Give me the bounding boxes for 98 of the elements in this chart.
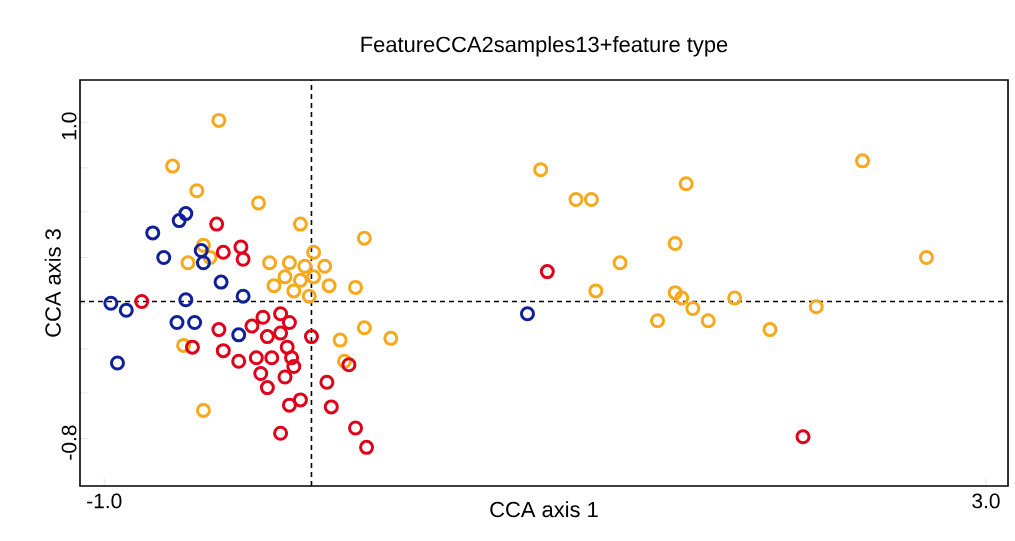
point: [264, 350, 280, 366]
point: [259, 380, 275, 396]
point: [539, 264, 555, 280]
point: [383, 330, 399, 346]
point: [279, 339, 295, 355]
point: [165, 158, 181, 174]
point: [235, 288, 251, 304]
point: [667, 235, 683, 251]
point: [685, 300, 701, 316]
point: [244, 318, 260, 334]
y-axis-title: CCA axis 3: [44, 229, 61, 337]
point: [156, 250, 172, 266]
y-tick-label: -0.8: [61, 425, 77, 460]
point: [292, 272, 308, 288]
point: [231, 353, 247, 369]
point: [178, 206, 194, 222]
point: [215, 244, 231, 260]
point: [171, 213, 187, 229]
point: [808, 299, 824, 315]
point: [248, 350, 264, 366]
point: [359, 439, 375, 455]
point: [292, 392, 308, 408]
point: [303, 329, 319, 345]
point: [795, 429, 811, 445]
point: [348, 279, 364, 295]
point: [674, 290, 690, 306]
point: [259, 329, 275, 345]
point: [727, 290, 743, 306]
point: [281, 397, 297, 413]
point: [195, 402, 211, 418]
point: [533, 162, 549, 178]
point: [667, 285, 683, 301]
point: [262, 255, 278, 271]
point: [277, 369, 293, 385]
point: [286, 283, 302, 299]
point: [253, 366, 269, 382]
point: [184, 339, 200, 355]
point: [187, 315, 203, 331]
point: [323, 399, 339, 415]
point: [251, 195, 267, 211]
x-axis-title: CCA axis 1: [490, 501, 598, 518]
point: [273, 306, 289, 322]
point: [178, 292, 194, 308]
point: [211, 322, 227, 338]
point: [762, 322, 778, 338]
point: [678, 176, 694, 192]
point: [568, 192, 584, 208]
point: [650, 313, 666, 329]
point: [292, 216, 308, 232]
point: [103, 295, 119, 311]
point: [273, 325, 289, 341]
point: [356, 230, 372, 246]
point: [306, 244, 322, 260]
point: [317, 258, 333, 274]
point: [583, 192, 599, 208]
point: [356, 320, 372, 336]
point: [266, 278, 282, 294]
point: [233, 239, 249, 255]
point: [286, 358, 302, 374]
point: [332, 332, 348, 348]
point: [519, 306, 535, 322]
point: [235, 251, 251, 267]
point: [700, 313, 716, 329]
point: [284, 350, 300, 366]
point: [169, 315, 185, 331]
point: [301, 288, 317, 304]
point: [145, 225, 161, 241]
point: [189, 183, 205, 199]
point: [118, 302, 134, 318]
point: [193, 242, 209, 258]
point: [612, 255, 628, 271]
point: [231, 327, 247, 343]
point: [273, 425, 289, 441]
point: [297, 258, 313, 274]
point: [195, 255, 211, 271]
point: [209, 216, 225, 232]
point: [321, 278, 337, 294]
point: [319, 374, 335, 390]
point: [180, 255, 196, 271]
point: [213, 274, 229, 290]
point: [341, 357, 357, 373]
point: [277, 269, 293, 285]
point: [918, 250, 934, 266]
point: [281, 255, 297, 271]
x-tick-label: 3.0: [972, 493, 1000, 509]
point: [855, 153, 871, 169]
point: [281, 315, 297, 331]
point: [109, 355, 125, 371]
y-tick-label: 1.0: [61, 112, 77, 140]
point: [306, 269, 322, 285]
point: [255, 309, 271, 325]
point: [348, 420, 364, 436]
point: [588, 283, 604, 299]
point: [134, 293, 150, 309]
point: [215, 343, 231, 359]
x-tick-label: -1.0: [87, 493, 122, 509]
point: [211, 112, 227, 128]
chart-title: FeatureCCA2samples13+feature type: [361, 36, 728, 57]
